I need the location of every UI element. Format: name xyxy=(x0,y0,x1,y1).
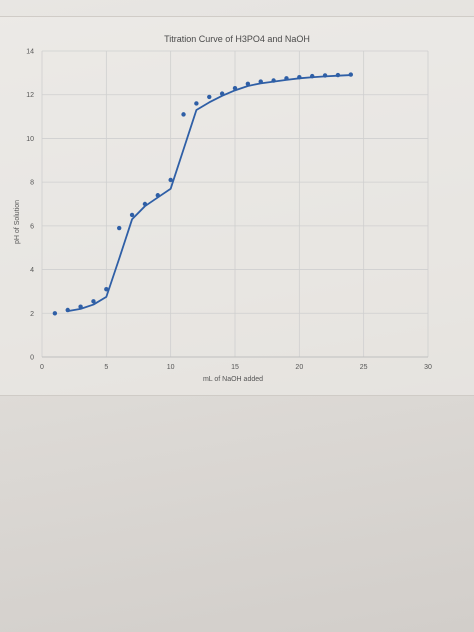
data-point xyxy=(155,193,160,198)
y-tick-label: 8 xyxy=(30,180,34,187)
axis-ticks: 0 2 4 6 8 10 12 14 0 5 10 15 20 25 30 xyxy=(26,49,432,372)
y-tick-label: 10 xyxy=(26,136,34,143)
x-tick-label: 15 xyxy=(231,364,239,371)
x-tick-label: 25 xyxy=(360,364,368,371)
data-point xyxy=(258,79,263,84)
chart-grid xyxy=(41,50,429,358)
data-point xyxy=(322,73,328,78)
data-point xyxy=(245,81,251,86)
x-tick-label: 30 xyxy=(424,364,432,371)
y-tick-label: 0 xyxy=(30,355,34,362)
data-point xyxy=(142,201,148,207)
x-tick-label: 10 xyxy=(167,364,175,371)
data-point xyxy=(284,76,289,81)
data-point xyxy=(297,75,302,80)
data-point xyxy=(335,72,341,78)
chart-title: Titration Curve of H3PO4 and NaOH xyxy=(164,34,310,44)
data-point xyxy=(78,304,83,309)
titration-chart: Titration Curve of H3PO4 and NaOH mL of … xyxy=(14,34,432,383)
data-point xyxy=(348,72,353,77)
data-point xyxy=(52,311,58,316)
data-point xyxy=(104,287,109,292)
data-point xyxy=(117,225,122,231)
y-tick-label: 4 xyxy=(30,267,34,274)
data-point xyxy=(181,112,186,117)
x-tick-label: 0 xyxy=(40,364,44,371)
data-point xyxy=(65,307,70,313)
y-tick-label: 14 xyxy=(26,49,34,56)
data-point xyxy=(168,177,173,183)
data-point xyxy=(232,85,238,91)
x-tick-label: 20 xyxy=(295,364,303,371)
chart-area: Titration Curve of H3PO4 and NaOH mL of … xyxy=(0,16,474,396)
y-tick-label: 6 xyxy=(30,223,34,230)
data-point xyxy=(207,94,212,100)
y-tick-label: 2 xyxy=(30,311,34,318)
data-marks xyxy=(52,72,353,316)
data-point xyxy=(310,73,315,79)
data-point xyxy=(194,101,199,106)
data-point xyxy=(129,212,135,218)
trend-line xyxy=(67,74,351,312)
y-tick-label: 12 xyxy=(26,92,34,99)
data-point xyxy=(219,91,225,96)
x-tick-label: 5 xyxy=(104,364,108,371)
data-point xyxy=(91,299,96,304)
y-axis-label: pH of Solution xyxy=(14,200,21,244)
data-point xyxy=(271,78,276,83)
x-axis-label: mL of NaOH added xyxy=(203,376,263,383)
